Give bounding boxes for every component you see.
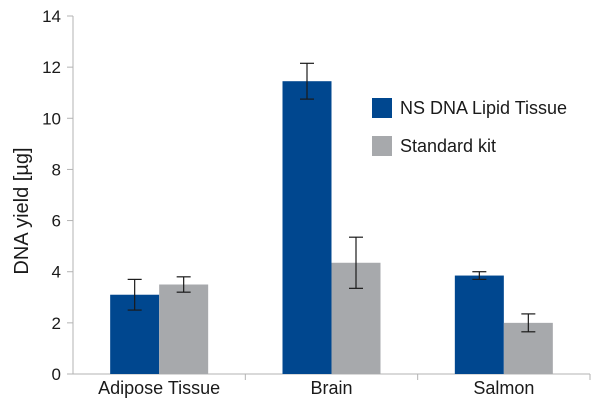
y-tick-label: 2: [52, 314, 61, 333]
y-tick-label: 12: [42, 58, 61, 77]
y-ticks: 0 2 4 6 8 10 12 14: [42, 7, 73, 384]
legend-label-standard-kit: Standard kit: [400, 136, 496, 156]
y-axis-title: DNA yield [µg]: [11, 147, 33, 274]
y-tick-label: 14: [42, 7, 61, 26]
error-bar: [127, 278, 142, 311]
x-tick-label: Salmon: [473, 378, 534, 398]
legend-swatch-standard-kit: [372, 136, 392, 156]
legend-swatch-ns-dna: [372, 98, 392, 118]
y-tick-label: 10: [42, 109, 61, 128]
error-bar: [349, 236, 363, 289]
y-tick-label: 0: [52, 365, 61, 384]
legend-label-ns-dna: NS DNA Lipid Tissue: [400, 98, 567, 118]
x-ticks: Adipose Tissue Brain Salmon: [98, 374, 591, 398]
bar: [159, 284, 209, 374]
bars: [110, 81, 553, 374]
bar: [454, 275, 504, 374]
y-tick-label: 4: [52, 263, 61, 282]
error-bar: [521, 313, 536, 333]
y-tick-label: 6: [52, 212, 61, 231]
x-tick-label: Brain: [310, 378, 352, 398]
error-bar: [176, 276, 191, 293]
error-bar: [300, 62, 314, 100]
bar: [282, 81, 332, 374]
legend: NS DNA Lipid Tissue Standard kit: [372, 98, 567, 156]
y-tick-label: 8: [52, 160, 61, 179]
error-bars: [127, 62, 536, 333]
error-bar: [472, 271, 487, 280]
x-tick-label: Adipose Tissue: [98, 378, 220, 398]
axes: 0 2 4 6 8 10 12 14 Adipose Tissue Brain Salmon: [42, 7, 591, 398]
